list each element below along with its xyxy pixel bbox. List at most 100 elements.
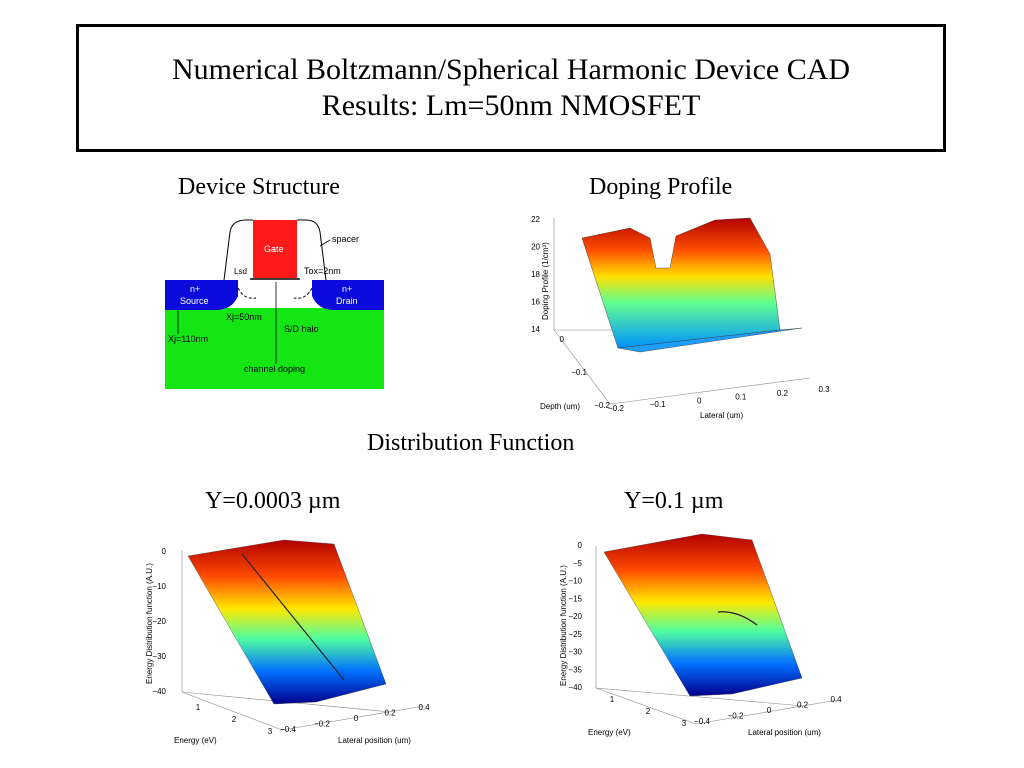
dist1-ridge (241, 553, 345, 681)
dist1-z-tick-label: −10 (152, 582, 166, 591)
doping-depth-tick-label: −0.1 (571, 368, 587, 377)
dist1-base-edge (181, 691, 283, 731)
dist1-z-tick-label: −20 (152, 617, 166, 626)
dist1-z-ticks: 0 −10 −20 −30 −40 (152, 547, 166, 696)
doping-lateral-tick-label: 0.1 (735, 393, 747, 402)
dist1-lateral-tick-label: 0.2 (384, 709, 396, 718)
lsd-label: Lsd (234, 267, 247, 276)
dist2-z-tick-label: −20 (568, 612, 582, 621)
dist1-lateral-tick-label: −0.2 (314, 720, 330, 729)
doping-lateral-tick-label: −0.2 (608, 404, 624, 413)
doping-lateral-label: Lateral (um) (700, 411, 743, 420)
caption-doping-profile: Doping Profile (589, 174, 733, 200)
doping-depth-ticks: 0 −0.1 −0.2 (560, 335, 611, 410)
dist2-base-edge (595, 687, 697, 725)
xj50-label: Xj=50nm (226, 312, 262, 322)
channel-doping-label: channel doping (244, 364, 305, 374)
dist2-lateral-tick-label: −0.2 (728, 712, 744, 721)
caption-y-0-1: Y=0.1 µm (624, 488, 724, 514)
gate-label: Gate (264, 244, 284, 254)
dist2-surface (603, 533, 803, 697)
spacer-outline (223, 219, 327, 281)
dist1-lateral-label: Lateral position (um) (338, 736, 411, 745)
dist2-z-ticks: 0 −5 −10 −15 −20 −25 −30 −35 −40 (568, 541, 582, 692)
dist1-surface (187, 539, 387, 705)
halo-label: S/D halo (284, 324, 319, 334)
slide-title-line1: Numerical Boltzmann/Spherical Harmonic D… (171, 53, 851, 86)
substrate-region (165, 308, 384, 389)
source-n-plus: n+ (190, 284, 200, 294)
dist1-energy-ticks: 1 2 3 (196, 703, 273, 736)
doping-z-tick-label: 18 (531, 270, 540, 279)
source-region (165, 280, 238, 310)
doping-lateral-tick-label: 0 (697, 396, 702, 405)
dist1-energy-tick-label: 1 (196, 703, 201, 712)
slide-title-line2: Results: Lm=50nm NMOSFET (321, 89, 701, 122)
dist1-z-tick-label: −30 (152, 652, 166, 661)
dist2-energy-tick-label: 3 (682, 719, 687, 728)
doping-z-tick-label: 22 (531, 215, 540, 224)
dist2-energy-tick-label: 1 (610, 695, 615, 704)
device-structure-diagram: Gate spacer Lsd Tox=2nm n+ Source n+ Dra… (165, 219, 384, 389)
drain-label: Drain (336, 296, 358, 306)
doping-lateral-ticks: −0.2 −0.1 0 0.1 0.2 0.3 (608, 385, 830, 413)
doping-depth-tick-label: −0.2 (594, 401, 610, 410)
drain-region (312, 280, 384, 310)
dist1-lateral-tick-label: 0 (354, 714, 359, 723)
gate-region (253, 220, 297, 278)
dist1-lateral-tick-label: −0.4 (280, 725, 296, 734)
dist2-lateral-tick-label: 0.4 (830, 695, 842, 704)
dist2-z-tick-label: −25 (568, 630, 582, 639)
dist2-energy-tick-label: 2 (646, 707, 651, 716)
doping-depth-label: Depth (um) (540, 402, 580, 411)
dist2-z-tick-label: −15 (568, 594, 582, 603)
dist2-lateral-axis (695, 699, 839, 725)
doping-depth-tick-label: 0 (560, 335, 565, 344)
halo-outline (237, 287, 313, 299)
doping-z-tick-label: 20 (531, 243, 540, 252)
caption-device-structure: Device Structure (178, 174, 340, 200)
dist2-lateral-label: Lateral position (um) (748, 728, 821, 737)
dist2-lateral-tick-label: −0.4 (694, 717, 710, 726)
caption-distribution-function: Distribution Function (367, 430, 575, 456)
distribution-plot-y1: Energy Distribution function (A.U.) 0 −10… (145, 539, 430, 745)
dist2-shoulder (717, 611, 758, 626)
doping-lateral-tick-label: 0.3 (818, 385, 830, 394)
dist2-lateral-tick-label: 0 (767, 706, 772, 715)
dist1-energy-label: Energy (eV) (174, 736, 217, 745)
doping-z-label: Doping Profile (1/cm³) (541, 242, 550, 320)
dist1-lateral-axis (281, 705, 425, 731)
dist2-z-tick-label: −5 (573, 559, 583, 568)
dist2-z-tick-label: −30 (568, 648, 582, 657)
dist1-lateral-tick-label: 0.4 (418, 703, 430, 712)
doping-surface (581, 217, 781, 349)
dist2-energy-label: Energy (eV) (588, 728, 631, 737)
dist2-energy-axis (595, 687, 805, 707)
dist2-z-tick-label: 0 (578, 541, 583, 550)
source-label: Source (180, 296, 209, 306)
dist2-z-tick-label: −35 (568, 665, 582, 674)
spacer-arrow (319, 239, 331, 247)
xj110-label: Xj=110nm (168, 334, 208, 344)
doping-lateral-tick-label: −0.1 (650, 400, 666, 409)
spacer-label: spacer (332, 234, 359, 244)
dist1-lateral-ticks: −0.4 −0.2 0 0.2 0.4 (280, 703, 430, 734)
dist2-lateral-tick-label: 0.2 (797, 701, 809, 710)
dist1-energy-tick-label: 3 (268, 727, 273, 736)
doping-lateral-tick-label: 0.2 (777, 389, 789, 398)
doping-floor (617, 327, 803, 353)
dist1-z-tick-label: −40 (152, 687, 166, 696)
dist2-z-tick-label: −40 (568, 683, 582, 692)
dist2-lateral-ticks: −0.4 −0.2 0 0.2 0.4 (694, 695, 842, 726)
tox-label: Tox=2nm (304, 266, 341, 276)
dist1-z-label: Energy Distribution function (A.U.) (145, 563, 154, 684)
dist2-energy-ticks: 1 2 3 (610, 695, 687, 728)
caption-y-0-0003: Y=0.0003 µm (205, 488, 341, 514)
dist1-z-tick-label: 0 (162, 547, 167, 556)
title-box: Numerical Boltzmann/Spherical Harmonic D… (76, 24, 946, 152)
drain-n-plus: n+ (342, 284, 352, 294)
doping-z-tick-label: 14 (531, 325, 540, 334)
dist2-z-tick-label: −10 (568, 577, 582, 586)
doping-z-ticks: 22 20 18 16 14 (531, 215, 540, 334)
